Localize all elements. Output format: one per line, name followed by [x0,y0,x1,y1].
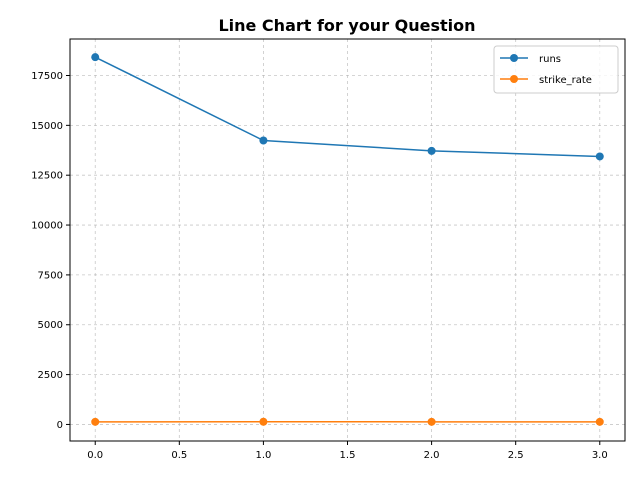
data-point [91,53,100,62]
data-point [427,417,436,426]
legend-marker [510,75,518,83]
y-tick-label: 2500 [38,370,63,381]
x-tick-label: 1.0 [255,450,271,461]
y-tick-label: 10000 [31,221,63,232]
x-tick-label: 2.5 [508,450,524,461]
x-tick-label: 1.5 [340,450,356,461]
y-tick-label: 0 [57,420,63,431]
axes: 0.0 0.5 1.0 1.5 2.0 2.5 3.0 0 2500 5000 7500 10000 1… [31,38,626,461]
legend-item: runs [500,54,561,65]
x-tick-label: 0.5 [171,450,187,461]
data-point [595,152,604,161]
x-tick-label: 2.0 [424,450,440,461]
x-tick-label: 3.0 [592,450,608,461]
series-line [94,56,600,158]
data-point [259,417,268,426]
y-tick-label: 5000 [38,320,63,331]
chart-title: Line Chart for your Question [218,16,475,35]
data-point [259,136,268,145]
series-group [91,53,604,426]
y-tick-label: 12500 [31,171,63,182]
y-tick-label: 17500 [31,71,63,82]
legend: runs strike_rate [493,45,619,94]
data-point [91,417,100,426]
y-tick-label: 7500 [38,270,63,281]
legend-label: strike_rate [539,75,592,86]
legend-marker [510,54,518,62]
series-runs [91,53,604,161]
series-strike-rate [91,417,604,426]
y-tick-label: 15000 [31,121,63,132]
data-point [427,146,436,155]
legend-item: strike_rate [500,75,592,86]
x-tick-label: 0.0 [87,450,103,461]
grid [70,39,625,441]
legend-label: runs [539,54,561,65]
data-point [595,417,604,426]
